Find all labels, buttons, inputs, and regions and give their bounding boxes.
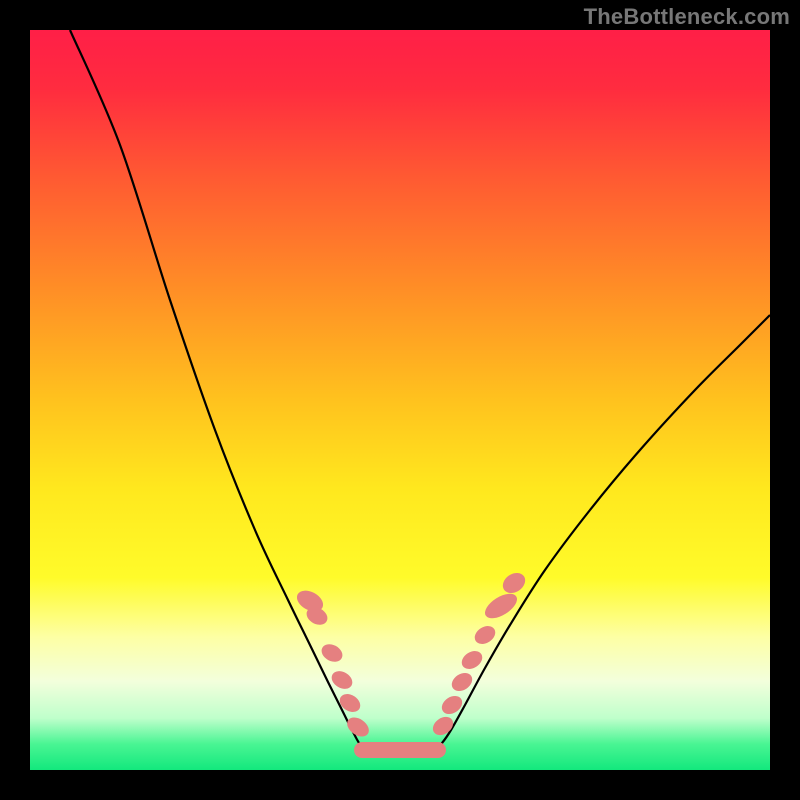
plot-background: [30, 30, 770, 770]
bottleneck-chart: [0, 0, 800, 800]
watermark-text: TheBottleneck.com: [584, 4, 790, 30]
chart-stage: TheBottleneck.com: [0, 0, 800, 800]
